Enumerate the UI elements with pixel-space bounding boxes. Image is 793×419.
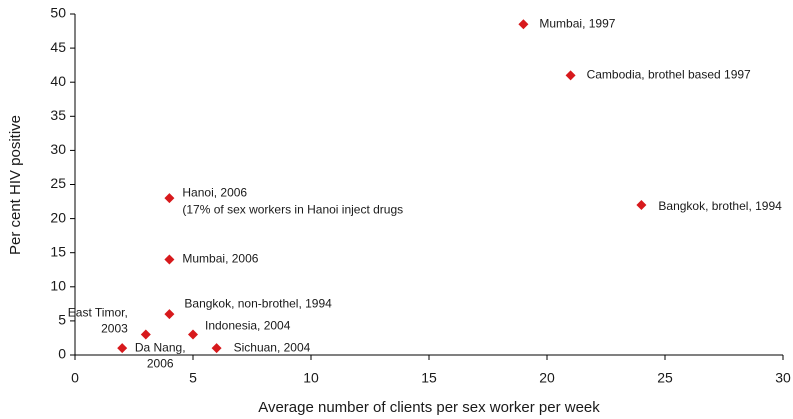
point — [565, 70, 576, 81]
point — [164, 193, 175, 204]
x-axis-label: Average number of clients per sex worker… — [258, 399, 600, 416]
y-tick-label: 45 — [50, 39, 66, 55]
point-label: (17% of sex workers in Hanoi inject drug… — [182, 202, 403, 216]
point — [188, 329, 198, 340]
point-label: Mumbai, 1997 — [539, 16, 615, 30]
y-tick-label: 0 — [58, 346, 66, 362]
point — [117, 343, 128, 354]
point — [164, 254, 175, 265]
point — [518, 19, 529, 30]
y-tick-label: 20 — [50, 209, 66, 225]
point-label: East Timor, — [68, 306, 128, 320]
y-tick-label: 40 — [50, 73, 66, 89]
point-label: Bangkok, brothel, 1994 — [658, 199, 782, 213]
point-label: Da Nang, — [135, 340, 186, 354]
y-tick-label: 10 — [50, 278, 66, 294]
point-label: Indonesia, 2004 — [205, 319, 291, 333]
y-tick-label: 15 — [50, 243, 66, 259]
x-tick-label: 20 — [539, 370, 555, 386]
y-tick-label: 35 — [50, 107, 66, 123]
y-tick-label: 50 — [50, 5, 66, 21]
y-axis-label: Per cent HIV positive — [7, 115, 24, 255]
point-label: 2003 — [101, 322, 128, 336]
x-tick-label: 25 — [657, 370, 673, 386]
y-tick-label: 25 — [50, 175, 66, 191]
x-tick-label: 0 — [71, 370, 79, 386]
point-label: Bangkok, non-brothel, 1994 — [184, 296, 332, 310]
point — [636, 199, 647, 210]
x-tick-label: 30 — [775, 370, 791, 386]
point-label: Mumbai, 2006 — [182, 252, 258, 266]
point-label: Hanoi, 2006 — [182, 185, 247, 199]
point — [140, 329, 151, 340]
point — [211, 343, 222, 354]
x-tick-label: 10 — [303, 370, 319, 386]
point-label: Cambodia, brothel based 1997 — [587, 68, 751, 82]
point-label: Sichuan, 2004 — [234, 340, 311, 354]
y-tick-label: 30 — [50, 141, 66, 157]
y-tick-label: 5 — [58, 312, 66, 328]
x-tick-label: 15 — [421, 370, 437, 386]
point — [164, 309, 175, 320]
x-tick-label: 5 — [189, 370, 197, 386]
point-label: 2006 — [147, 356, 174, 370]
